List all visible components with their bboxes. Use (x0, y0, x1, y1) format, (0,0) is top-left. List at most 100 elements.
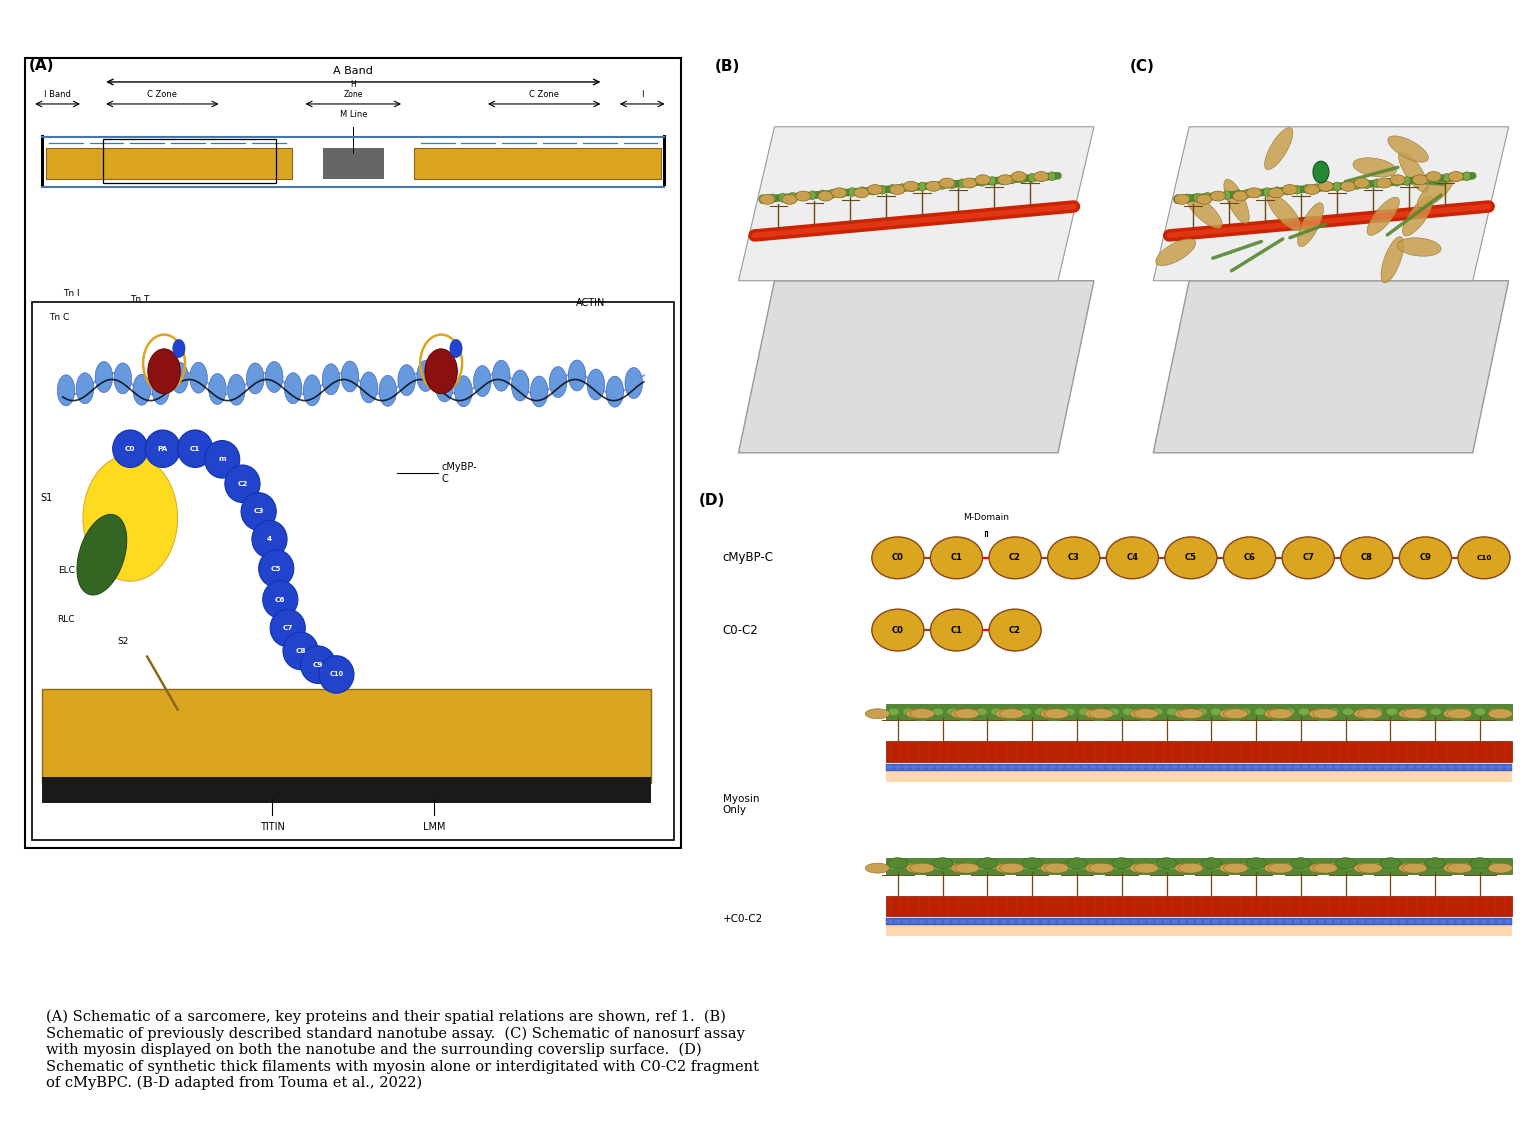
Ellipse shape (1210, 191, 1226, 201)
Ellipse shape (1318, 181, 1333, 191)
Ellipse shape (1382, 919, 1390, 924)
Text: TITIN: TITIN (260, 822, 284, 832)
Ellipse shape (1304, 185, 1310, 194)
Ellipse shape (968, 919, 974, 924)
Ellipse shape (1488, 765, 1496, 769)
Ellipse shape (1210, 708, 1221, 715)
Ellipse shape (1187, 919, 1193, 924)
Ellipse shape (57, 375, 75, 405)
Ellipse shape (1327, 863, 1339, 869)
Ellipse shape (903, 863, 914, 869)
Ellipse shape (209, 374, 226, 404)
Ellipse shape (955, 709, 980, 719)
Ellipse shape (1246, 188, 1261, 198)
Ellipse shape (932, 863, 943, 869)
Text: C3: C3 (253, 508, 264, 514)
Text: C5: C5 (270, 566, 281, 572)
Ellipse shape (868, 185, 883, 195)
Ellipse shape (1098, 765, 1104, 769)
Ellipse shape (1078, 708, 1091, 715)
Ellipse shape (1224, 190, 1230, 199)
Ellipse shape (263, 581, 298, 618)
Ellipse shape (1034, 919, 1040, 924)
Ellipse shape (1000, 765, 1008, 769)
Ellipse shape (1393, 178, 1401, 187)
Bar (323, 148, 384, 179)
Ellipse shape (1233, 190, 1241, 199)
Ellipse shape (1481, 765, 1487, 769)
Text: Tm: Tm (516, 375, 530, 384)
Text: ELC: ELC (58, 566, 75, 575)
Ellipse shape (1172, 765, 1178, 769)
Ellipse shape (587, 369, 605, 400)
Ellipse shape (1269, 188, 1284, 198)
Ellipse shape (174, 340, 184, 358)
Ellipse shape (436, 371, 453, 402)
Ellipse shape (975, 708, 988, 715)
Ellipse shape (1044, 709, 1069, 719)
Ellipse shape (1040, 864, 1064, 873)
Ellipse shape (968, 765, 974, 769)
Ellipse shape (1197, 195, 1212, 204)
Ellipse shape (977, 858, 997, 868)
Text: m: m (218, 456, 226, 462)
Ellipse shape (888, 863, 900, 869)
Text: C9: C9 (1419, 554, 1432, 563)
Ellipse shape (1074, 765, 1080, 769)
Text: I Band: I Band (45, 91, 71, 100)
Ellipse shape (1048, 537, 1100, 578)
Ellipse shape (1441, 919, 1447, 924)
Ellipse shape (1278, 765, 1284, 769)
Bar (886, 764, 1513, 771)
Ellipse shape (283, 632, 318, 670)
Ellipse shape (1350, 919, 1356, 924)
Ellipse shape (1416, 708, 1427, 715)
Ellipse shape (1432, 765, 1438, 769)
Ellipse shape (1098, 919, 1104, 924)
Ellipse shape (951, 864, 975, 873)
Ellipse shape (1261, 919, 1267, 924)
Ellipse shape (1178, 709, 1203, 719)
Ellipse shape (906, 709, 931, 719)
Ellipse shape (1342, 919, 1349, 924)
Ellipse shape (1313, 183, 1321, 192)
Ellipse shape (1375, 765, 1381, 769)
Text: C7: C7 (1303, 554, 1315, 563)
Ellipse shape (1035, 863, 1046, 869)
Ellipse shape (909, 709, 934, 719)
Ellipse shape (1424, 174, 1430, 185)
Ellipse shape (1255, 863, 1266, 869)
Ellipse shape (625, 368, 642, 398)
Ellipse shape (865, 864, 889, 873)
Ellipse shape (1175, 864, 1200, 873)
Ellipse shape (782, 195, 797, 204)
Ellipse shape (493, 360, 510, 392)
Ellipse shape (77, 372, 94, 404)
Ellipse shape (1488, 919, 1496, 924)
Ellipse shape (985, 919, 991, 924)
Ellipse shape (978, 178, 986, 187)
Ellipse shape (1106, 537, 1158, 578)
Ellipse shape (940, 178, 954, 188)
Ellipse shape (995, 864, 1020, 873)
Ellipse shape (1184, 194, 1190, 203)
Ellipse shape (1155, 765, 1161, 769)
Ellipse shape (1006, 863, 1017, 869)
Ellipse shape (1068, 858, 1087, 868)
Ellipse shape (911, 919, 917, 924)
Ellipse shape (1244, 189, 1250, 198)
Ellipse shape (888, 858, 908, 868)
Text: C1: C1 (951, 554, 963, 563)
Ellipse shape (252, 521, 287, 558)
Ellipse shape (946, 708, 958, 715)
Ellipse shape (1107, 708, 1120, 715)
Ellipse shape (1226, 708, 1236, 715)
Ellipse shape (1413, 174, 1427, 185)
Ellipse shape (1049, 863, 1061, 869)
Ellipse shape (1049, 919, 1055, 924)
Ellipse shape (1130, 864, 1155, 873)
Ellipse shape (1286, 919, 1292, 924)
Ellipse shape (1018, 174, 1026, 183)
Text: I: I (642, 91, 644, 100)
Bar (415, 148, 660, 179)
